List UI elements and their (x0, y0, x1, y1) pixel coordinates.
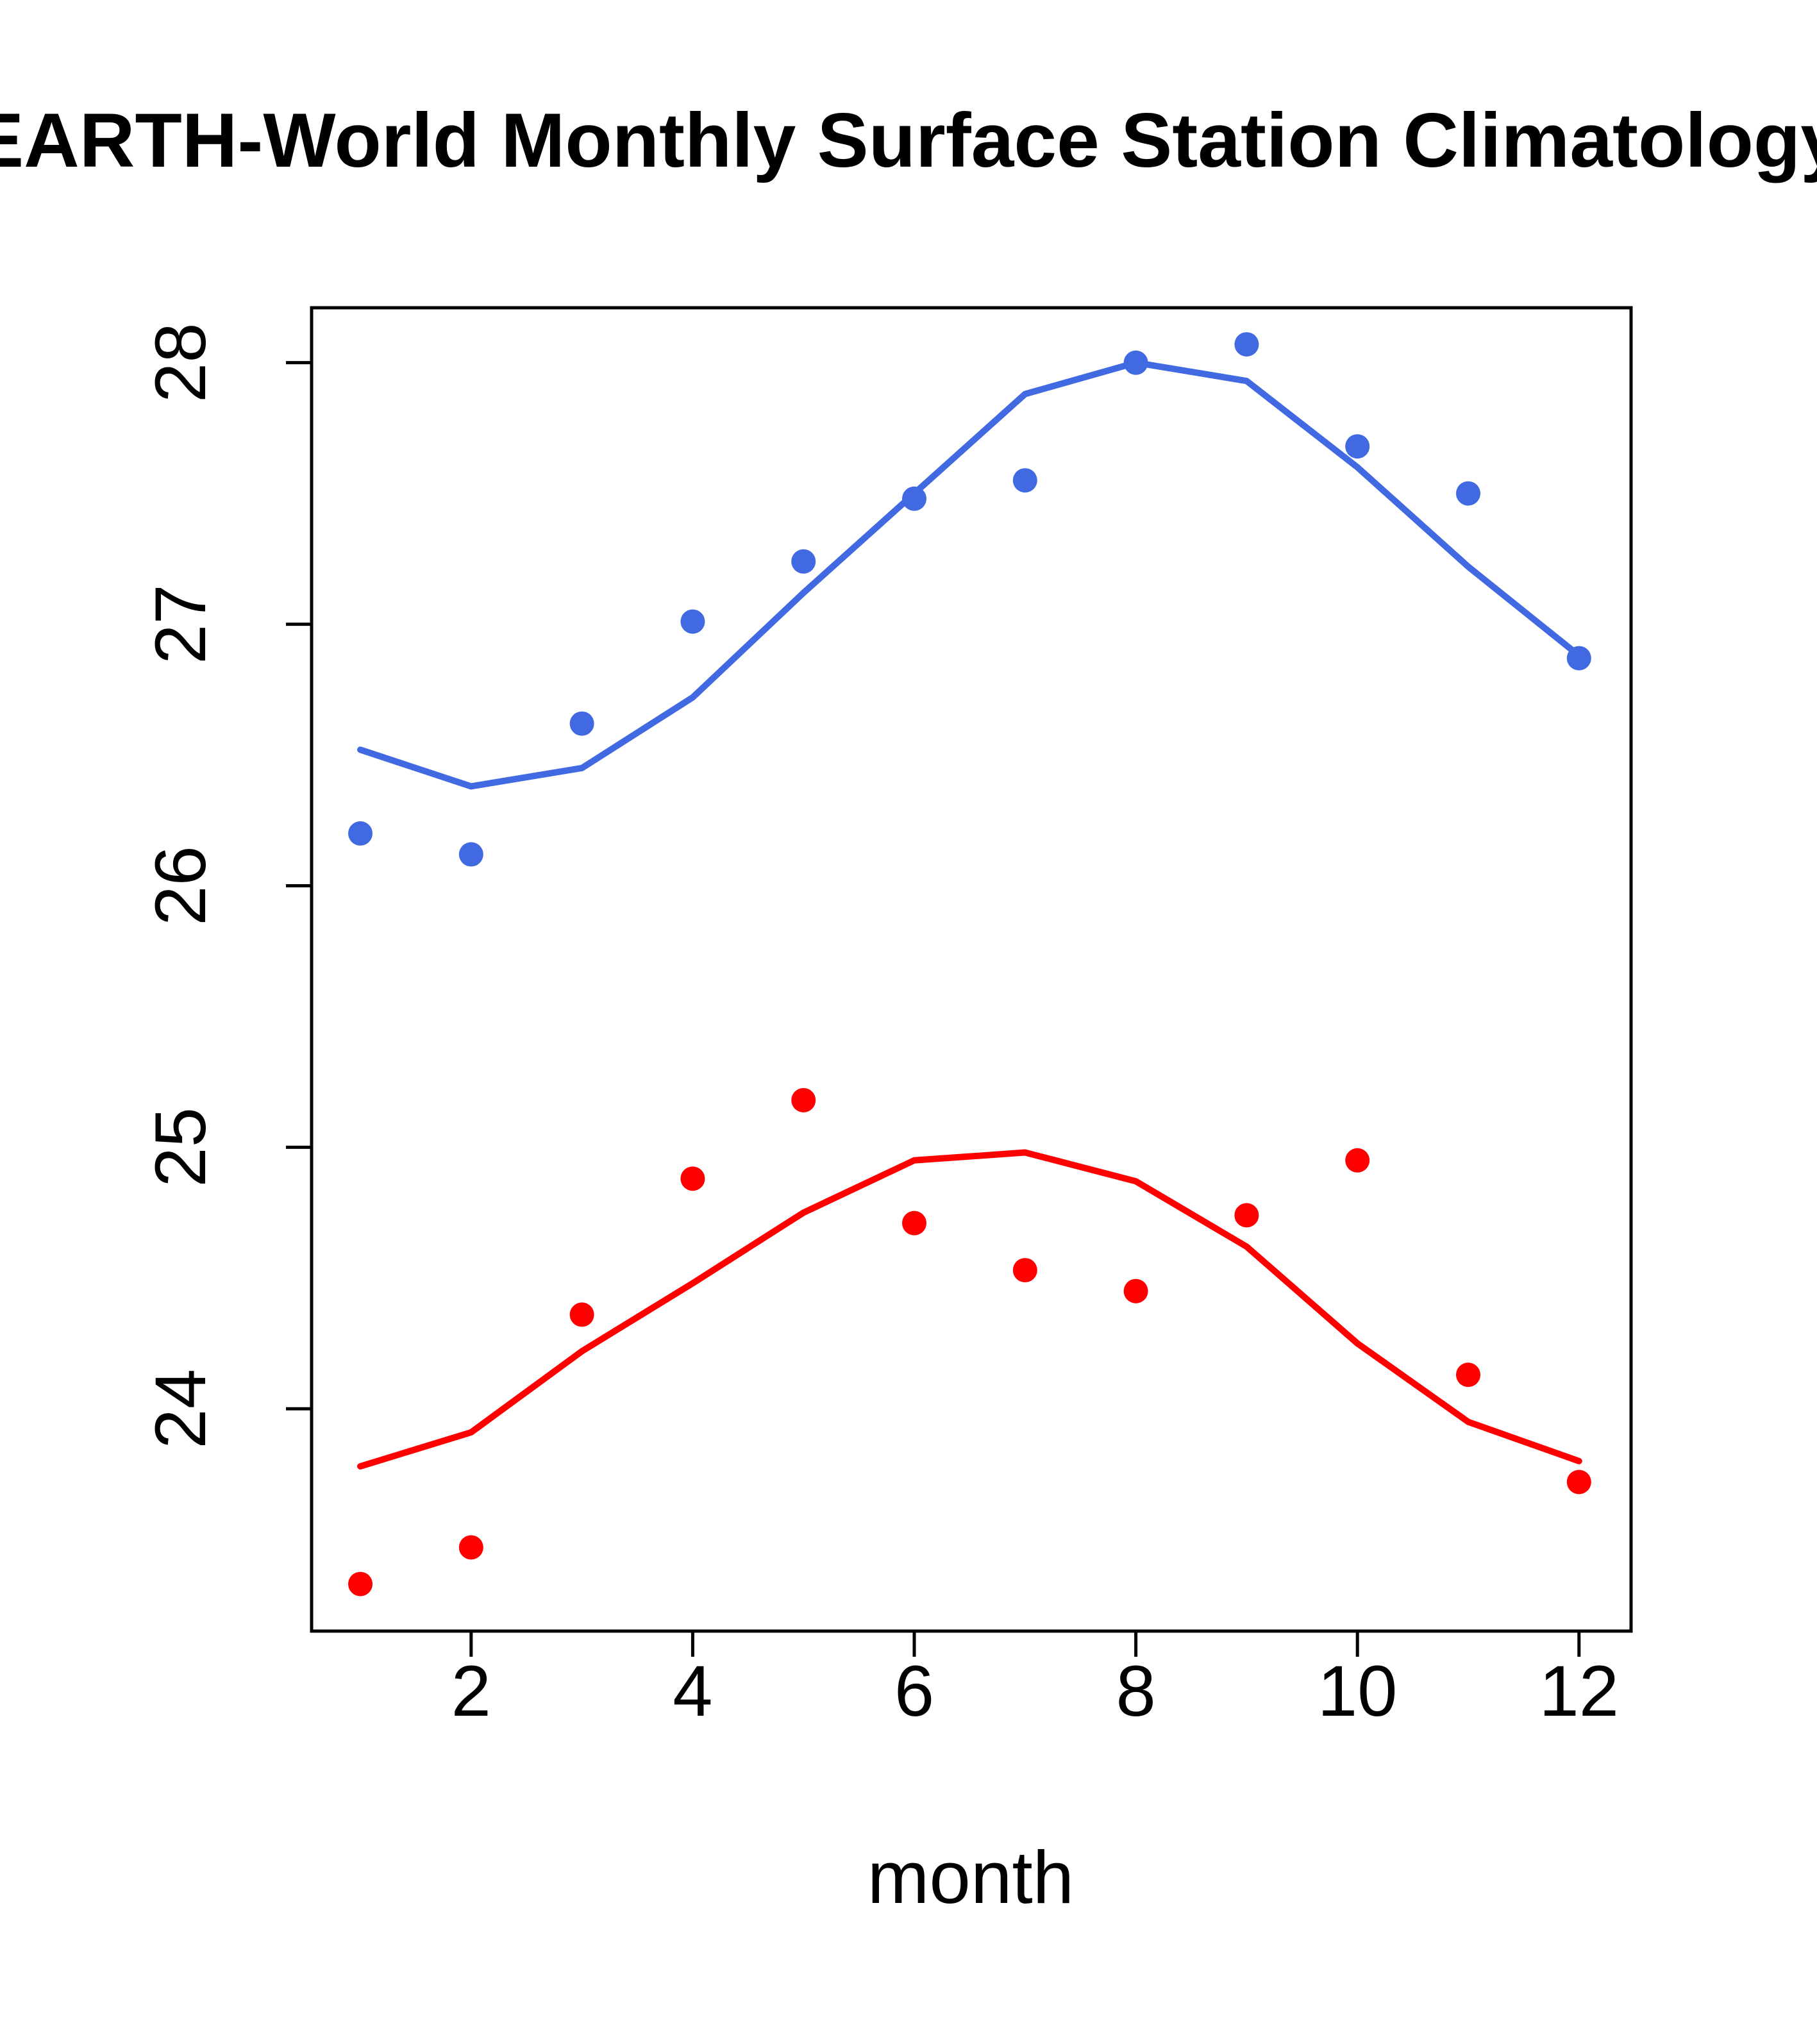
lower-temperature-points-marker (1123, 1278, 1148, 1303)
upper-temperature-points-marker (1234, 332, 1259, 357)
x-tick-label: 10 (1318, 1651, 1398, 1731)
lower-temperature-points-marker (680, 1166, 705, 1191)
y-tick-label: 25 (140, 1107, 221, 1187)
plot-border (310, 306, 1633, 1633)
lower-temperature-points-marker (1012, 1258, 1037, 1283)
upper-temperature-points-marker (1345, 434, 1370, 459)
y-tick-label: 24 (140, 1369, 221, 1449)
lower-temperature-points-marker (458, 1535, 483, 1560)
chart-title: EARTH-World Monthly Surface Station Clim… (0, 97, 1817, 183)
upper-temperature-points-marker (1123, 350, 1148, 375)
lower-temperature-points-marker (1234, 1203, 1259, 1228)
y-tick-label: 27 (140, 584, 221, 664)
upper-temperature-points-marker (348, 821, 373, 846)
upper-temperature-smooth-line (357, 359, 1582, 790)
upper-temperature-points-marker (569, 711, 594, 736)
lower-temperature-points-marker (569, 1302, 594, 1327)
x-tick-label: 12 (1539, 1651, 1619, 1731)
lower-temperature-points-marker (348, 1571, 373, 1596)
lower-temperature-smooth-line (357, 1149, 1582, 1470)
lower-temperature-points-marker (1345, 1148, 1370, 1173)
upper-temperature-points-marker (680, 609, 705, 634)
y-tick-label: 26 (140, 846, 221, 926)
lower-temperature-points-marker (1455, 1362, 1480, 1387)
upper-temperature-points-marker (902, 486, 927, 511)
x-tick-label: 4 (673, 1651, 712, 1731)
upper-temperature-points-marker (1566, 646, 1591, 671)
upper-temperature-points-marker (1455, 481, 1480, 506)
lower-temperature-points-marker (791, 1087, 816, 1112)
y-tick-label: 28 (140, 323, 221, 403)
x-tick-label: 2 (451, 1651, 491, 1731)
x-tick-label: 6 (894, 1651, 934, 1731)
upper-temperature-points-marker (1012, 468, 1037, 493)
upper-temperature-points-marker (791, 549, 816, 574)
lower-temperature-points-marker (1566, 1470, 1591, 1495)
x-tick-label: 8 (1116, 1651, 1155, 1731)
lower-temperature-points-marker (902, 1210, 927, 1236)
x-axis-label: month (867, 1836, 1074, 1919)
upper-temperature-points-marker (458, 842, 483, 867)
